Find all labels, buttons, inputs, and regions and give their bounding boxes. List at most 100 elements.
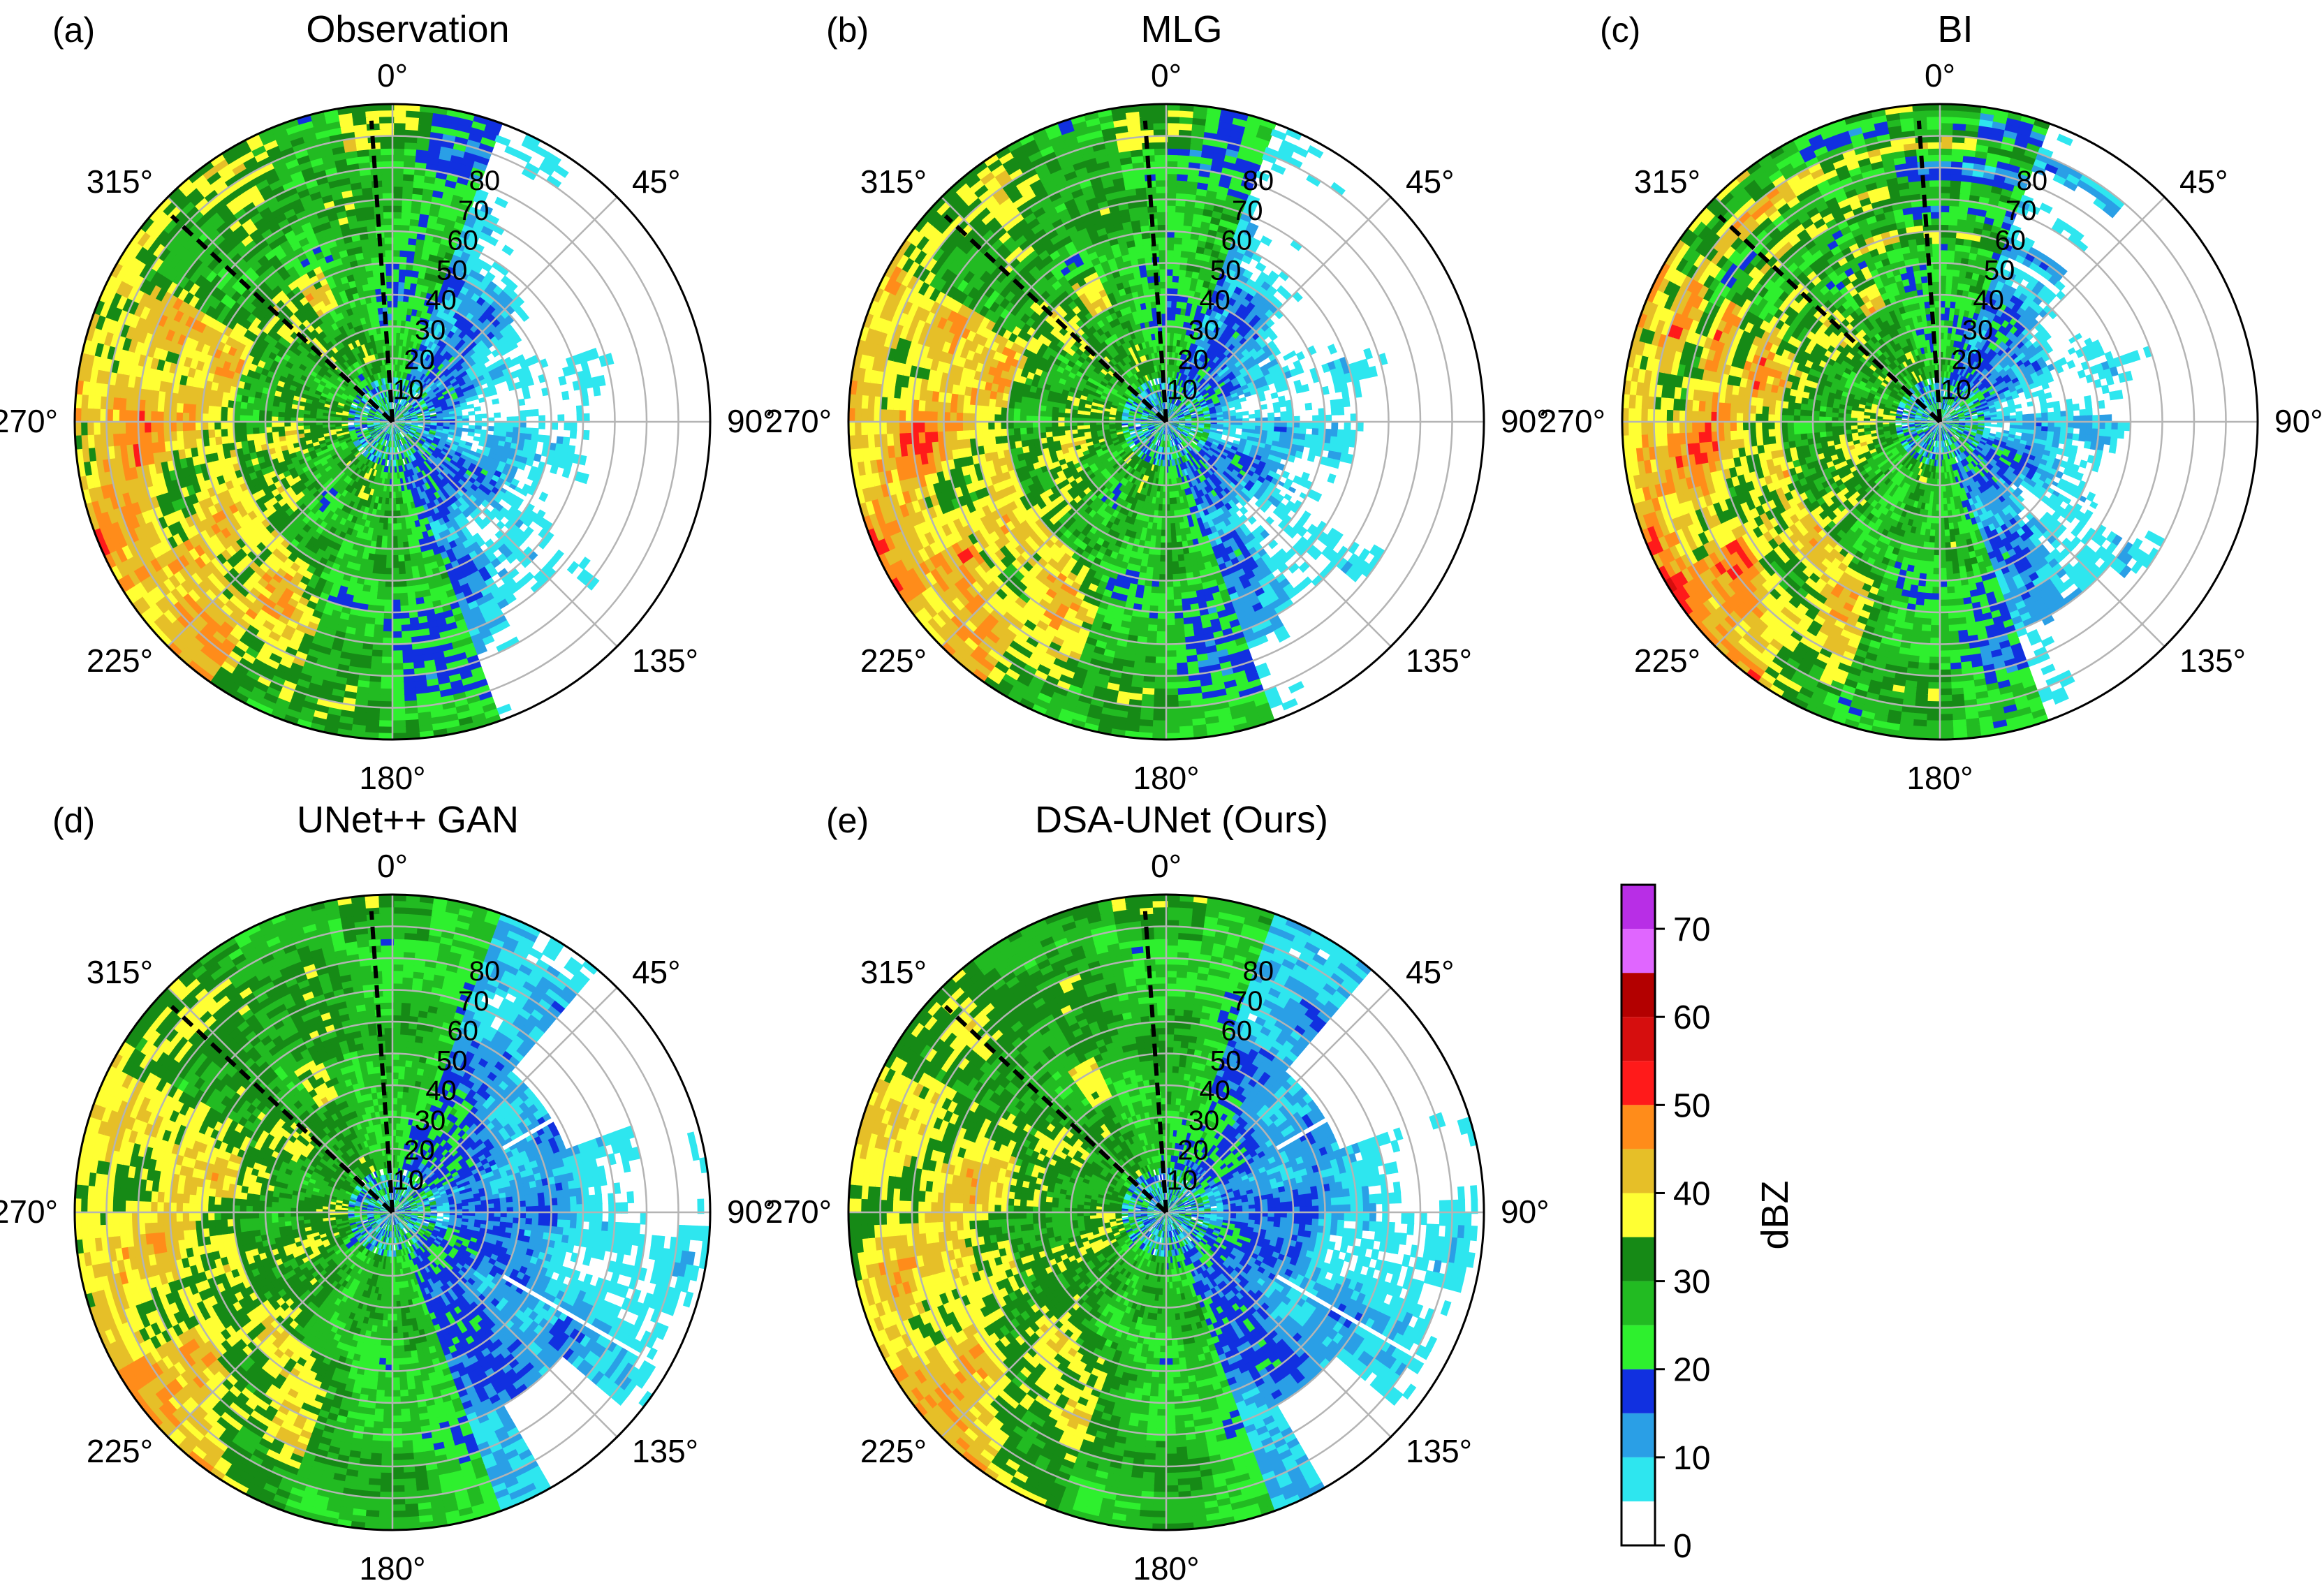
reflectivity-cell [402, 385, 406, 392]
reflectivity-cell [378, 451, 383, 459]
reflectivity-cell [374, 413, 381, 417]
reflectivity-cell [404, 416, 411, 419]
reflectivity-cell [435, 447, 443, 453]
reflectivity-cell [396, 440, 399, 448]
reflectivity-cell [372, 462, 378, 470]
reflectivity-cell [392, 186, 404, 193]
reflectivity-cell [373, 424, 381, 427]
reflectivity-cell [406, 404, 413, 410]
reflectivity-cell [411, 416, 418, 419]
reflectivity-cell [382, 425, 388, 431]
reflectivity-cell [348, 408, 356, 412]
reflectivity-cell [426, 457, 434, 465]
reflectivity-cell [332, 455, 341, 462]
reflectivity-cell [402, 464, 406, 472]
reflectivity-cell [348, 428, 355, 432]
reflectivity-cell [381, 378, 385, 385]
reflectivity-cell [383, 599, 392, 607]
reflectivity-cell [427, 390, 435, 397]
reflectivity-cell [372, 367, 378, 374]
reflectivity-cell [362, 431, 369, 436]
reflectivity-cell [429, 432, 436, 436]
reflectivity-cell [369, 430, 376, 435]
reflectivity-cell [410, 447, 416, 454]
reflectivity-cell [384, 404, 388, 411]
reflectivity-cell [395, 410, 400, 417]
reflectivity-cell [365, 466, 372, 474]
reflectivity-cell [395, 434, 398, 441]
reflectivity-cell [334, 426, 342, 429]
reflectivity-cell [414, 459, 420, 466]
reflectivity-cell [373, 380, 378, 388]
reflectivity-cell [362, 397, 369, 403]
reflectivity-cell [348, 411, 355, 416]
reflectivity-cell [398, 423, 405, 427]
reflectivity-cell [341, 423, 348, 427]
reflectivity-cell [156, 430, 165, 443]
reflectivity-cell [398, 424, 404, 428]
reflectivity-cell [424, 425, 431, 427]
reflectivity-cell [373, 423, 381, 425]
reflectivity-cell [385, 434, 389, 441]
reflectivity-cell [375, 379, 380, 387]
reflectivity-cell [341, 410, 349, 414]
reflectivity-cell [351, 378, 359, 386]
reflectivity-cell [408, 432, 415, 437]
reflectivity-cell [385, 427, 390, 433]
reflectivity-cell [343, 406, 351, 411]
reflectivity-cell [368, 383, 374, 390]
reflectivity-cell [404, 424, 412, 427]
reflectivity-cell [356, 383, 363, 390]
reflectivity-cell [414, 433, 421, 439]
reflectivity-cell [399, 452, 403, 460]
reflectivity-cell [346, 470, 354, 478]
reflectivity-cell [409, 397, 415, 404]
reflectivity-cell [383, 465, 387, 473]
reflectivity-cell [214, 413, 221, 422]
reflectivity-cell [406, 387, 411, 394]
reflectivity-cell [393, 428, 395, 435]
reflectivity-cell [322, 415, 330, 419]
reflectivity-cell [419, 455, 426, 463]
reflectivity-cell [411, 438, 418, 444]
reflectivity-cell [402, 428, 409, 434]
reflectivity-cell [367, 413, 374, 417]
reflectivity-cell [370, 462, 376, 469]
reflectivity-cell [372, 433, 378, 439]
reflectivity-cell [411, 391, 418, 398]
reflectivity-cell [376, 409, 383, 415]
reflectivity-cell [431, 396, 439, 402]
reflectivity-cell [379, 422, 386, 425]
reflectivity-cell [379, 418, 387, 420]
reflectivity-cell [386, 409, 390, 416]
reflectivity-cell [323, 403, 332, 409]
reflectivity-cell [427, 436, 434, 441]
reflectivity-cell [411, 424, 418, 427]
reflectivity-cell [394, 460, 397, 467]
reflectivity-cell [394, 402, 396, 410]
reflectivity-cell [397, 446, 401, 454]
reflectivity-cell [406, 405, 413, 411]
reflectivity-cell [415, 406, 422, 411]
reflectivity-cell [397, 561, 406, 568]
reflectivity-cell [382, 459, 386, 466]
reflectivity-cell [350, 404, 358, 409]
reflectivity-cell [345, 399, 353, 405]
reflectivity-cell [396, 529, 403, 537]
reflectivity-cell [400, 631, 411, 638]
reflectivity-cell [333, 381, 341, 388]
reflectivity-cell [413, 434, 420, 439]
reflectivity-cell [405, 443, 410, 450]
reflectivity-cell [382, 439, 386, 446]
reflectivity-cell [398, 371, 402, 378]
reflectivity-cell [388, 440, 390, 448]
reflectivity-cell [451, 395, 459, 401]
reflectivity-cell [416, 378, 422, 385]
reflectivity-cell [441, 460, 448, 468]
reflectivity-cell [426, 388, 434, 395]
reflectivity-cell [394, 434, 396, 441]
reflectivity-cell [405, 422, 412, 425]
reflectivity-cell [360, 422, 367, 425]
reflectivity-cell [404, 443, 409, 450]
reflectivity-cell [405, 394, 410, 401]
